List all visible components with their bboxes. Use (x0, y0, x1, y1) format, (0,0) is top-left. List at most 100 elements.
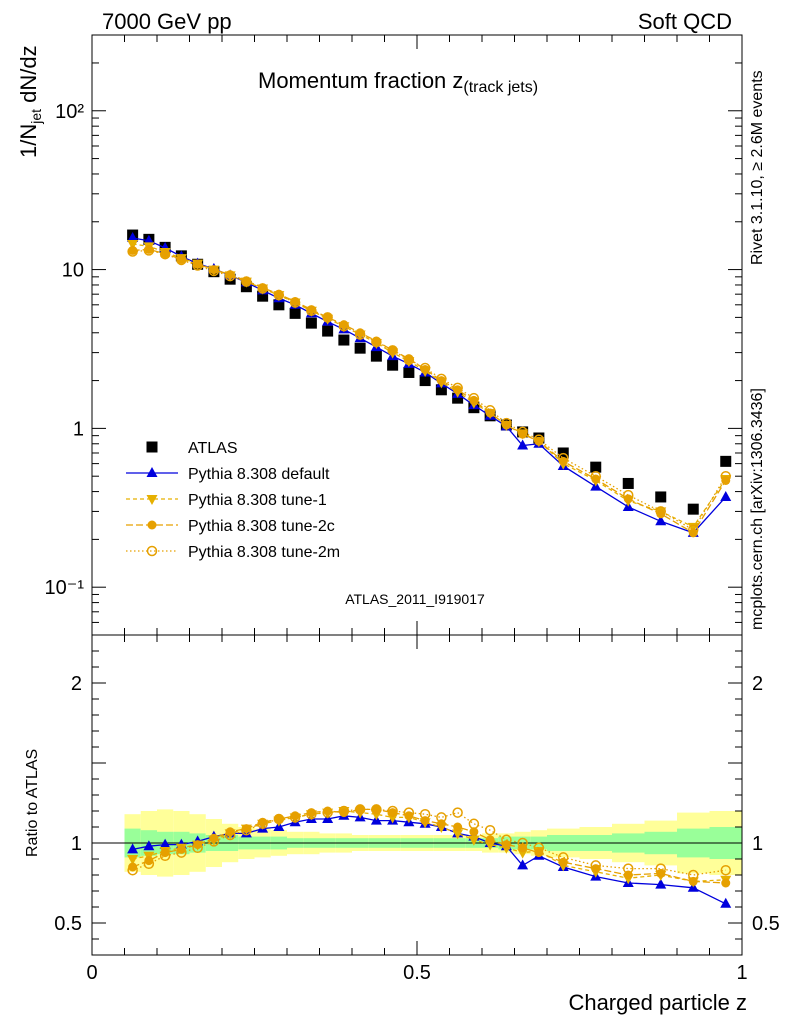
legend-marker-atlas (146, 441, 158, 453)
ratio-y-tick-label: 1 (71, 833, 82, 855)
atlas-point (655, 491, 667, 503)
pythia-8-308-tune-2m-ratio-point (176, 847, 187, 858)
analysis-id: ATLAS_2011_I919017 (345, 591, 485, 607)
pythia-8-308-tune-2m-ratio-point (558, 852, 569, 863)
pythia-8-308-tune-2c-ratio-point (128, 862, 138, 872)
pythia-8-308-default-point (655, 515, 667, 526)
atlas-point (720, 455, 732, 467)
pythia-8-308-tune-2c-ratio-point (485, 835, 495, 845)
pythia-8-308-tune-2c-ratio-point (404, 811, 414, 821)
pythia-8-308-tune-2m-point (127, 246, 138, 257)
plot-title: Momentum fraction z(track jets) (258, 68, 538, 96)
atlas-point (370, 350, 382, 362)
atlas-point (622, 477, 634, 489)
pythia-8-308-default-point (127, 232, 139, 243)
ratio-y-tick-label-right: 2 (752, 673, 763, 695)
pythia-8-308-tune-2m-point (468, 392, 480, 404)
atlas-point (419, 375, 431, 387)
plot-title-main: Momentum fraction z (258, 68, 463, 93)
pythia-8-308-tune-2c-ratio-point (193, 840, 203, 850)
pythia-8-308-tune-2m-ratio-point (208, 836, 220, 847)
pythia-8-308-tune-2c-point (176, 254, 186, 264)
legend-label-pythia-8-308-default: Pythia 8.308 default (188, 466, 330, 483)
pythia-8-308-tune-2m-point (338, 320, 350, 332)
y-tick-label: 10² (55, 101, 84, 123)
pythia-8-308-tune-2m-point (387, 345, 398, 356)
y-axis-label: 1/Njet dN/dz (16, 45, 44, 158)
ratio-y-tick-label: 0.5 (54, 913, 82, 935)
pythia-8-308-tune-1-point (127, 239, 139, 250)
pythia-8-308-default-ratio-point (143, 840, 155, 851)
pythia-8-308-tune-2m-ratio-point (403, 807, 415, 818)
pythia-8-308-tune-2m-point (208, 265, 220, 277)
atlas-point (305, 317, 317, 329)
plot-title-sub: (track jets) (463, 79, 538, 96)
pythia-8-308-tune-2c-point (485, 408, 495, 418)
pythia-8-308-tune-2c-point (591, 474, 601, 484)
pythia-8-308-tune-2m-point (558, 452, 569, 464)
pythia-8-308-tune-2m-point (688, 524, 699, 535)
legend-marker-pythia-8-308-tune-2c (147, 520, 157, 530)
pythia-8-308-tune-2c-ratio-point (721, 878, 731, 888)
legend-label-pythia-8-308-tune-1: Pythia 8.308 tune-1 (188, 492, 327, 509)
atlas-point (257, 290, 269, 302)
atlas-point (354, 342, 366, 354)
pythia-8-308-default-ratio-point (720, 897, 732, 908)
pythia-8-308-tune-2m-ratio-point (306, 808, 317, 820)
pythia-8-308-tune-2c-ratio-point (274, 814, 284, 824)
ratio-y-tick-label-right: 0.5 (752, 913, 780, 935)
atlas-point (687, 503, 699, 515)
x-axis-label: Charged particle z (568, 990, 747, 1015)
pythia-8-308-default-ratio-point (517, 859, 529, 870)
atlas-point (403, 366, 415, 378)
pythia-8-308-tune-2m-point (192, 260, 203, 271)
pythia-8-308-default-point (143, 234, 155, 245)
ratio-y-tick-label-right: 1 (752, 833, 763, 855)
pythia-8-308-tune-2m-ratio-point (623, 863, 634, 874)
pythia-8-308-tune-2m-ratio-point (241, 824, 252, 836)
pythia-8-308-tune-2m-ratio-point (655, 863, 666, 874)
legend: ATLAS Pythia 8.308 default Pythia 8.308 tu… (126, 440, 340, 561)
ratio-series (127, 804, 732, 908)
legend-label-pythia-8-308-tune-2m: Pythia 8.308 tune-2m (188, 544, 340, 561)
pythia-8-308-tune-2m-point (159, 248, 171, 260)
pythia-8-308-tune-2m-ratio-point (688, 869, 699, 881)
pythia-8-308-tune-2m-point (590, 470, 601, 482)
pythia-8-308-tune-1-ratio-point (452, 829, 464, 840)
pythia-8-308-tune-2m-point (273, 289, 285, 301)
header-right: Soft QCD (638, 9, 732, 34)
y-tick-label: 1 (73, 418, 84, 440)
pythia-8-308-default-ratio-point (159, 838, 171, 849)
pythia-8-308-tune-2m-ratio-point (127, 864, 138, 876)
pythia-8-308-tune-2m-point (501, 417, 512, 429)
atlas-point (273, 299, 285, 311)
pythia-8-308-default-ratio-point (655, 878, 667, 889)
atlas-point (387, 359, 399, 371)
pythia-8-308-tune-2m-ratio-point (419, 808, 431, 820)
pythia-8-308-tune-2m-point (176, 254, 187, 266)
y-tick-label: 10 (62, 260, 84, 282)
pythia-8-308-tune-2m-ratio-point (192, 842, 203, 854)
pythia-8-308-default-ratio-point (127, 843, 139, 854)
pythia-8-308-default-point (720, 490, 732, 501)
legend-marker-pythia-8-308-tune-1 (146, 495, 158, 505)
pythia-8-308-tune-2m-ratio-point (436, 812, 447, 823)
pythia-8-308-tune-1-line (132, 243, 727, 528)
pythia-8-308-tune-2c-point (258, 283, 268, 293)
main-series (127, 229, 732, 538)
atlas-point (338, 334, 350, 346)
pythia-8-308-tune-2m-ratio-point (484, 824, 496, 836)
legend-label-pythia-8-308-tune-2c: Pythia 8.308 tune-2c (188, 518, 335, 535)
pythia-8-308-tune-2m-ratio-point (273, 813, 285, 825)
pythia-8-308-tune-2m-point (322, 312, 333, 323)
y-axis-label-tail: dN/dz (16, 45, 41, 109)
pythia-8-308-default-point (517, 439, 529, 450)
x-tick-label: 0 (86, 962, 97, 984)
pythia-8-308-tune-2m-point (419, 362, 431, 374)
pythia-8-308-tune-2m-point (436, 373, 447, 385)
pythia-8-308-tune-2c-ratio-point (176, 844, 186, 854)
pythia-8-308-tune-2c-ratio-point (160, 848, 170, 858)
pythia-8-308-tune-2m-ratio-point (143, 858, 155, 870)
pythia-8-308-tune-1-ratio-point (468, 835, 480, 846)
pythia-8-308-tune-2c-ratio-point (469, 827, 479, 837)
